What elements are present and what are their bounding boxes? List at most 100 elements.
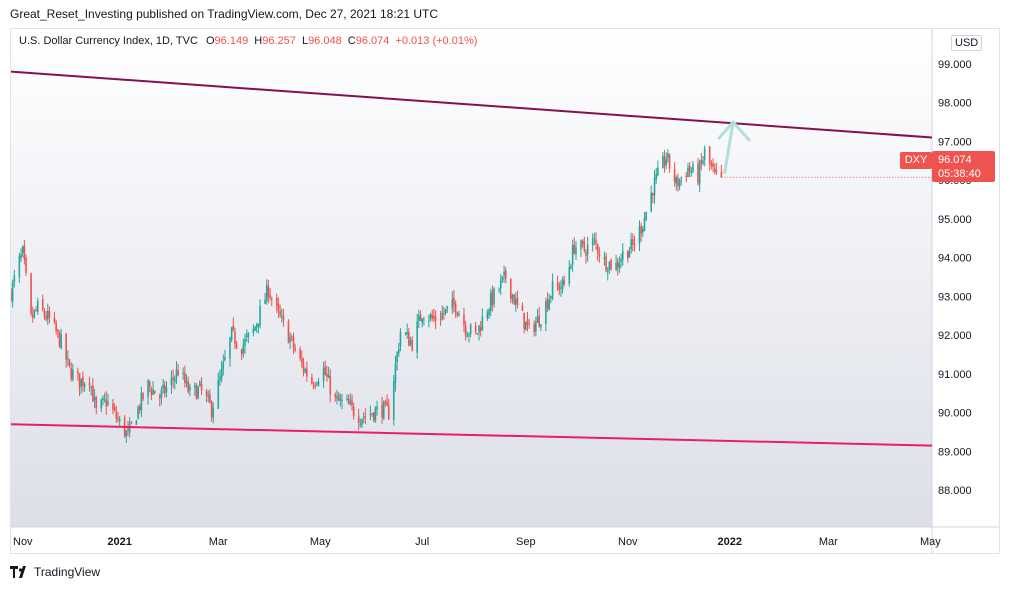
candle-body — [195, 386, 198, 400]
footer: TradingView — [10, 565, 100, 579]
candle-body — [516, 297, 519, 306]
candle-body — [314, 385, 317, 387]
price-axis-label: 95.000 — [938, 214, 972, 226]
candle-body — [409, 340, 412, 345]
candle-body — [628, 251, 631, 258]
time-axis[interactable]: Nov 2021 Mar May Jul Sep Nov 2022 Mar May — [13, 536, 941, 548]
price-axis-label: 90.000 — [938, 408, 972, 420]
candle-body — [48, 310, 51, 318]
candle-body — [41, 298, 44, 311]
candle-body — [364, 416, 367, 418]
candle-body — [514, 298, 517, 305]
candle-body — [235, 345, 238, 348]
candle-body — [431, 314, 434, 318]
candle-body — [265, 284, 268, 302]
candle-body — [638, 226, 641, 244]
candle-body — [498, 288, 500, 290]
candle-body — [416, 321, 418, 353]
candle-body — [605, 256, 607, 271]
candle-body — [25, 257, 27, 273]
candle-body — [533, 324, 535, 333]
price-axis-label: 98.000 — [938, 98, 972, 110]
trendlines-group[interactable] — [11, 70, 933, 447]
candle-body — [618, 263, 621, 270]
candle-body — [182, 372, 184, 374]
candle-body — [82, 376, 84, 386]
candle-body — [118, 418, 121, 422]
candle-body — [386, 401, 388, 406]
candle-body — [172, 377, 174, 380]
candle-body — [67, 357, 69, 359]
candle-body — [558, 284, 561, 291]
candle-body — [396, 352, 398, 363]
candle-body — [113, 407, 116, 411]
candle-body — [289, 337, 291, 342]
candle-body — [397, 348, 400, 354]
candle-body — [708, 146, 711, 164]
candle-body — [18, 256, 21, 277]
candle-body — [598, 254, 601, 257]
candle-body — [591, 239, 594, 246]
candle-body — [710, 162, 713, 166]
candle-body — [255, 324, 258, 328]
candle-body — [668, 153, 671, 169]
candle-body — [528, 323, 530, 325]
candle-body — [346, 398, 348, 400]
candle-body — [581, 240, 584, 244]
candle-body — [222, 361, 225, 369]
candle-body — [513, 294, 515, 305]
time-axis-background — [11, 527, 999, 553]
candle-body — [83, 383, 86, 388]
candle-body — [546, 299, 549, 309]
candle-body — [486, 312, 489, 319]
upper-trendline[interactable] — [11, 70, 933, 139]
candle-body — [493, 288, 495, 305]
candle-body — [148, 381, 151, 388]
candle-body — [478, 325, 480, 333]
candle-body — [511, 294, 514, 300]
candle-body — [115, 411, 118, 419]
candle-body — [135, 420, 138, 425]
projection-arrow-group[interactable] — [717, 120, 751, 174]
candle-body — [58, 331, 61, 347]
candle-body — [702, 160, 704, 164]
candle-body — [361, 419, 363, 425]
candle-body — [339, 398, 342, 401]
candle-body — [46, 310, 49, 320]
candle-body — [697, 164, 699, 184]
candle-body — [563, 280, 566, 285]
currency-badge[interactable]: USD — [951, 35, 983, 51]
candle-body — [504, 270, 507, 279]
chart-area[interactable]: 88.000 89.000 90.000 91.000 92.000 93.000 94.0… — [10, 28, 1000, 554]
candle-body — [418, 315, 420, 321]
candle-body — [489, 293, 492, 311]
time-axis-label: Sep — [516, 536, 536, 548]
candles-group — [11, 145, 932, 443]
price-axis-label: 89.000 — [938, 446, 972, 458]
legend-close-value: 96.074 — [355, 35, 390, 47]
candle-body — [55, 322, 57, 332]
price-axis-label: 92.000 — [938, 330, 972, 342]
legend-high-value: 96.257 — [262, 35, 296, 47]
price-axis[interactable]: 88.000 89.000 90.000 91.000 92.000 93.000 94.0… — [938, 59, 972, 497]
projection-arrow-head[interactable] — [717, 120, 751, 142]
candle-body — [444, 308, 447, 313]
candle-body — [187, 381, 189, 392]
candle-body — [583, 242, 586, 251]
candle-body — [568, 267, 571, 284]
candle-body — [326, 373, 328, 377]
candle-body — [336, 396, 338, 399]
candle-body — [311, 376, 313, 384]
candle-body — [302, 362, 305, 372]
candle-body — [230, 327, 233, 340]
price-chart[interactable]: 88.000 89.000 90.000 91.000 92.000 93.000 94.0… — [11, 29, 1000, 554]
candle-body — [322, 368, 325, 382]
candle-body — [653, 178, 656, 196]
candle-body — [312, 385, 315, 387]
projection-arrow-shaft[interactable] — [723, 120, 735, 174]
lower-trendline[interactable] — [11, 423, 933, 447]
candle-body — [570, 265, 572, 269]
candle-body — [359, 423, 362, 425]
candle-body — [349, 401, 352, 404]
time-axis-label: Mar — [209, 536, 228, 548]
